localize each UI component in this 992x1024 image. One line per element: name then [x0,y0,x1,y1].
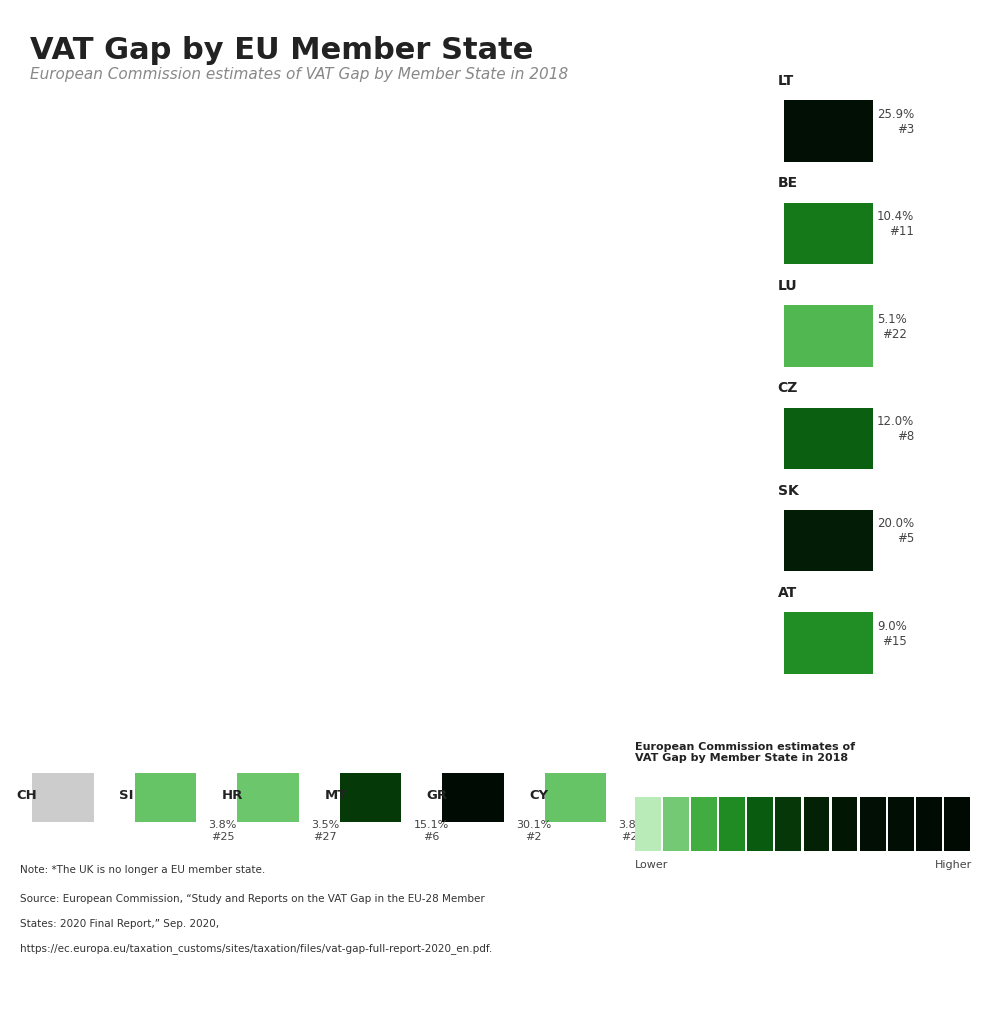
Text: Source: European Commission, “Study and Reports on the VAT Gap in the EU-28 Memb: Source: European Commission, “Study and … [20,894,484,904]
FancyBboxPatch shape [916,797,941,851]
Text: States: 2020 Final Report,” Sep. 2020,: States: 2020 Final Report,” Sep. 2020, [20,919,219,929]
Text: @TaxFoundation: @TaxFoundation [846,988,972,1004]
FancyBboxPatch shape [776,797,802,851]
FancyBboxPatch shape [784,510,873,571]
Text: 3.8%
#24: 3.8% #24 [618,820,647,842]
Text: Lower: Lower [635,860,669,870]
Text: 12.0%
#8: 12.0% #8 [877,415,915,443]
Text: CH: CH [17,788,38,802]
FancyBboxPatch shape [339,773,401,821]
Text: GR: GR [427,788,448,802]
FancyBboxPatch shape [831,797,857,851]
FancyBboxPatch shape [442,773,504,821]
Text: BE: BE [778,176,798,190]
Text: 25.9%
#3: 25.9% #3 [877,108,915,136]
FancyBboxPatch shape [719,797,745,851]
Text: https://ec.europa.eu/taxation_customs/sites/taxation/files/vat-gap-full-report-2: https://ec.europa.eu/taxation_customs/si… [20,943,492,954]
Text: SK: SK [778,483,799,498]
FancyBboxPatch shape [804,797,829,851]
FancyBboxPatch shape [784,408,873,469]
Text: CZ: CZ [778,381,799,395]
Text: CY: CY [530,788,549,802]
Text: LT: LT [778,74,794,88]
FancyBboxPatch shape [663,797,688,851]
Text: SI: SI [119,788,134,802]
FancyBboxPatch shape [888,797,914,851]
FancyBboxPatch shape [635,797,661,851]
Text: HR: HR [222,788,243,802]
Text: 20.0%
#5: 20.0% #5 [877,517,914,546]
Text: MT: MT [324,788,346,802]
FancyBboxPatch shape [784,305,873,367]
FancyBboxPatch shape [784,100,873,162]
Text: 5.1%
#22: 5.1% #22 [877,312,907,341]
FancyBboxPatch shape [545,773,606,821]
Text: 9.0%
#15: 9.0% #15 [877,620,907,648]
FancyBboxPatch shape [860,797,886,851]
Text: VAT Gap by EU Member State: VAT Gap by EU Member State [30,36,533,65]
Text: 10.4%
#11: 10.4% #11 [877,210,915,239]
FancyBboxPatch shape [32,773,93,821]
FancyBboxPatch shape [784,203,873,264]
Text: TAX FOUNDATION: TAX FOUNDATION [20,987,198,1005]
FancyBboxPatch shape [747,797,773,851]
FancyBboxPatch shape [784,612,873,674]
Text: AT: AT [778,586,797,600]
Text: 15.1%
#6: 15.1% #6 [414,820,448,842]
FancyBboxPatch shape [691,797,717,851]
FancyBboxPatch shape [237,773,299,821]
Text: 3.5%
#27: 3.5% #27 [310,820,339,842]
Text: European Commission estimates of VAT Gap by Member State in 2018: European Commission estimates of VAT Gap… [30,67,568,82]
Text: 3.8%
#25: 3.8% #25 [208,820,237,842]
FancyBboxPatch shape [944,797,970,851]
Text: Note: *The UK is no longer a EU member state.: Note: *The UK is no longer a EU member s… [20,865,265,876]
Text: European Commission estimates of
VAT Gap by Member State in 2018: European Commission estimates of VAT Gap… [635,741,855,763]
Text: Higher: Higher [934,860,972,870]
FancyBboxPatch shape [135,773,196,821]
Text: LU: LU [778,279,798,293]
Text: 30.1%
#2: 30.1% #2 [516,820,552,842]
